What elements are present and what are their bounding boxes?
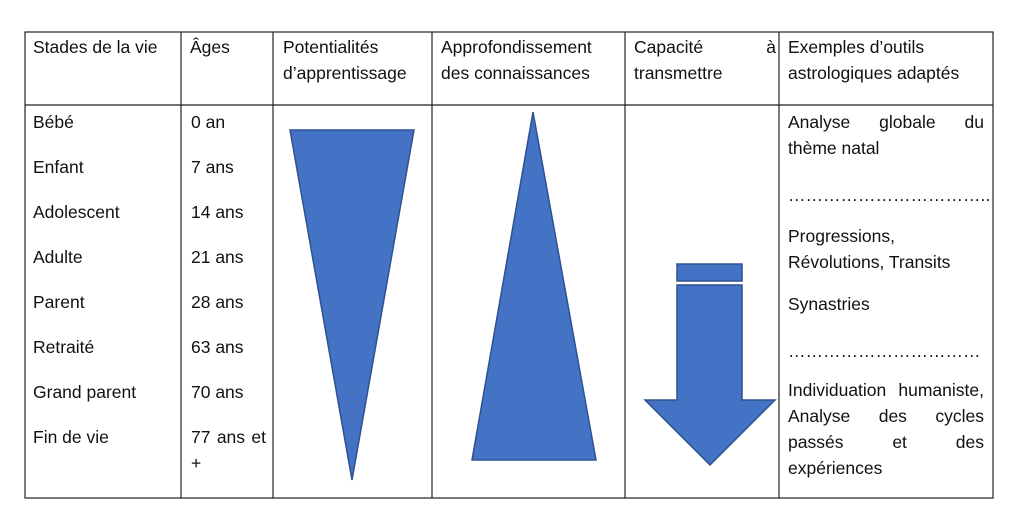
header-cell: Potentialités d’apprentissage: [283, 37, 407, 83]
down-triangle: [289, 129, 415, 481]
age: 77 ans et +: [191, 427, 266, 473]
tool: Synastries: [788, 294, 870, 314]
tool: Progressions, Révolutions, Transits: [788, 226, 951, 272]
stage: Enfant: [33, 157, 84, 177]
header-cell: Exemples d’outils astrologiques adaptés: [788, 37, 960, 83]
age: 0 an: [191, 112, 226, 132]
header-cell: Approfondissement des connaissances: [441, 37, 592, 83]
stage: Adolescent: [33, 202, 120, 222]
header-cell: Capacité à transmettre: [634, 37, 776, 83]
up-triangle: [471, 111, 597, 461]
header-cell: Stades de la vie: [33, 37, 158, 57]
stage: Retraité: [33, 337, 95, 357]
stage: Fin de vie: [33, 427, 109, 447]
down-arrow: [643, 284, 777, 467]
stage: Adulte: [33, 247, 83, 267]
table-borders: [24, 31, 994, 499]
tool: Analyse globale du thème natal: [788, 112, 984, 158]
age: 63 ans: [191, 337, 244, 357]
arrow-bar: [676, 263, 743, 282]
tool: Individuation humaniste, Analyse des cyc…: [788, 380, 984, 478]
tool: ……………………………..: [788, 185, 991, 205]
age: 21 ans: [191, 247, 244, 267]
age: 28 ans: [191, 292, 244, 312]
age: 7 ans: [191, 157, 234, 177]
age: 70 ans: [191, 382, 244, 402]
stage: Grand parent: [33, 382, 137, 402]
tool: ……………………………: [788, 341, 981, 361]
stage: Parent: [33, 292, 85, 312]
stage: Bébé: [33, 112, 74, 132]
age: 14 ans: [191, 202, 244, 222]
table-border: [24, 31, 994, 499]
header-cell: Âges: [190, 37, 230, 57]
